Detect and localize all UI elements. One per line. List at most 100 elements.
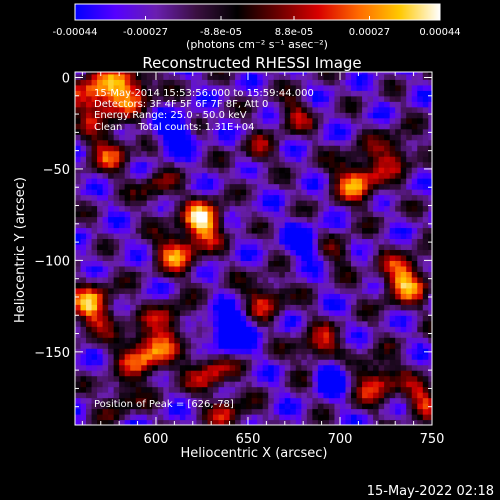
heatmap-cell <box>284 238 291 245</box>
heatmap-cell <box>339 403 347 410</box>
heatmap-cell <box>113 134 120 141</box>
heatmap-cell <box>190 414 198 421</box>
heatmap-cell <box>229 370 236 377</box>
heatmap-cell <box>124 282 131 289</box>
heatmap-cell <box>124 221 131 229</box>
heatmap-cell <box>295 403 302 410</box>
heatmap-cell <box>246 95 253 102</box>
heatmap-cell <box>207 156 214 163</box>
heatmap-cell <box>86 408 93 415</box>
heatmap-cell <box>373 249 380 256</box>
heatmap-cell <box>196 134 203 141</box>
heatmap-cell <box>279 353 286 360</box>
heatmap-cell <box>80 90 87 97</box>
heatmap-cell <box>235 370 242 377</box>
heatmap-cell <box>323 337 330 344</box>
heatmap-cell <box>273 298 280 305</box>
plot-frame <box>74 71 433 426</box>
heatmap-cell <box>235 211 242 218</box>
heatmap-cell <box>389 95 396 102</box>
heatmap-cell <box>168 150 175 157</box>
heatmap-cell <box>422 227 429 234</box>
heatmap-cell <box>207 375 214 382</box>
heatmap-cell <box>428 293 432 300</box>
heatmap-cell <box>218 419 225 425</box>
heatmap-cell <box>218 403 225 410</box>
heatmap-cell <box>75 139 82 146</box>
heatmap-cell <box>108 150 115 157</box>
heatmap-cell <box>384 156 391 163</box>
heatmap-cell <box>328 112 336 119</box>
heatmap-cell <box>268 79 275 86</box>
heatmap-cell <box>119 167 126 174</box>
heatmap-cell <box>229 364 236 371</box>
heatmap-cell <box>224 221 231 229</box>
heatmap-cell <box>422 260 429 267</box>
heatmap-cell <box>356 298 363 305</box>
heatmap-cell <box>389 304 396 311</box>
heatmap-cell <box>312 260 319 267</box>
heatmap-cell <box>157 414 164 421</box>
heatmap-cell <box>268 260 275 267</box>
heatmap-cell <box>301 161 308 168</box>
heatmap-cell <box>240 331 247 338</box>
heatmap-cell <box>367 331 374 338</box>
heatmap-cell <box>328 167 336 174</box>
heatmap-cell <box>295 326 302 333</box>
heatmap-cell <box>417 249 424 256</box>
heatmap-cell <box>113 167 120 174</box>
heatmap-cell <box>218 150 225 157</box>
heatmap-cell <box>179 249 187 256</box>
heatmap-cell <box>201 112 209 119</box>
heatmap-cell <box>362 139 369 146</box>
heatmap-cell <box>141 392 148 399</box>
heatmap-cell <box>290 227 297 234</box>
heatmap-cell <box>373 331 380 338</box>
heatmap-cell <box>389 386 396 393</box>
heatmap-cell <box>218 84 225 91</box>
heatmap-cell <box>179 183 187 190</box>
heatmap-cell <box>362 194 369 201</box>
heatmap-cell <box>213 304 220 311</box>
heatmap-cell <box>201 221 209 229</box>
heatmap-cell <box>75 392 82 399</box>
heatmap-cell <box>373 112 380 119</box>
heatmap-cell <box>273 309 280 316</box>
heatmap-cell <box>119 161 126 168</box>
heatmap-cell <box>163 189 170 196</box>
heatmap-cell <box>273 249 280 256</box>
heatmap-cell <box>152 73 159 80</box>
heatmap-cell <box>119 359 126 366</box>
heatmap-cell <box>213 150 220 157</box>
heatmap-cell <box>428 386 432 393</box>
heatmap-cell <box>295 293 302 300</box>
heatmap-cell <box>141 84 148 91</box>
heatmap-cell <box>190 72 198 75</box>
heatmap-cell <box>235 101 242 108</box>
heatmap-cell <box>218 348 225 355</box>
heatmap-cell <box>135 123 142 130</box>
heatmap-cell <box>240 161 247 168</box>
heatmap-cell <box>163 265 170 272</box>
heatmap-cell <box>146 243 153 251</box>
heatmap-cell <box>97 200 104 207</box>
heatmap-cell <box>422 183 429 190</box>
heatmap-cell <box>130 106 137 113</box>
heatmap-cell <box>317 150 325 157</box>
heatmap-cell <box>362 84 369 91</box>
heatmap-cell <box>323 309 330 316</box>
heatmap-cell <box>102 304 109 311</box>
heatmap-cell <box>422 134 429 141</box>
heatmap-cell <box>119 249 126 256</box>
heatmap-cell <box>406 139 413 146</box>
heatmap-cell <box>190 172 198 179</box>
heatmap-cell <box>290 73 297 80</box>
heatmap-cell <box>295 249 302 256</box>
heatmap-cell <box>196 337 203 344</box>
heatmap-cell <box>218 271 225 278</box>
heatmap-cell <box>339 331 347 338</box>
heatmap-cell <box>86 112 93 119</box>
heatmap-cell <box>141 364 148 371</box>
heatmap-cell <box>80 381 87 388</box>
heatmap-cell <box>135 216 142 223</box>
